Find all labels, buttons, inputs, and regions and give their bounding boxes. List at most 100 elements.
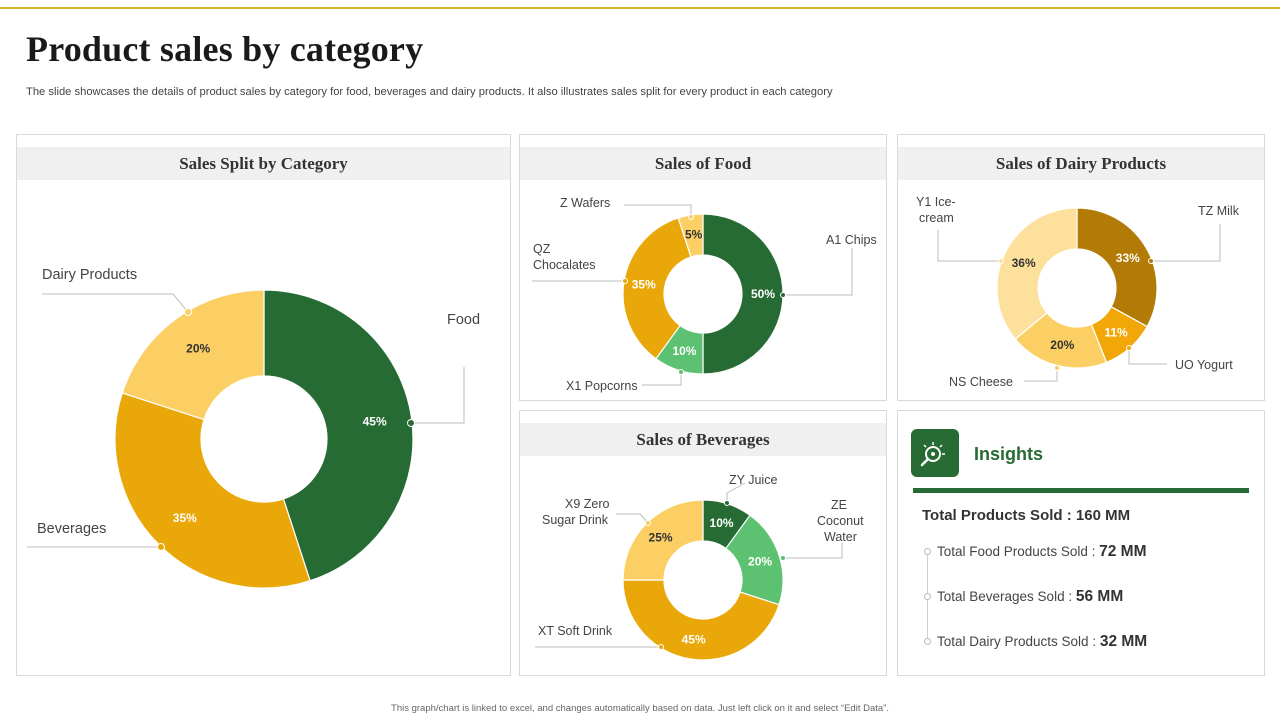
callout-tz-milk: TZ Milk xyxy=(1198,204,1240,218)
callout-ze-coconut-water-line2: Coconut xyxy=(817,514,864,528)
callout-dot-ze-coconut-water xyxy=(780,555,786,561)
callout-a1-chips: A1 Chips xyxy=(826,233,877,247)
footer-note: This graph/chart is linked to excel, and… xyxy=(391,703,889,714)
data-label-dairy-products: 20% xyxy=(186,341,210,355)
data-label-y1-ice-cream: 36% xyxy=(1012,256,1036,270)
insights-total-label: Total Products Sold : xyxy=(922,507,1072,524)
insights-item-label: Total Food Products Sold : xyxy=(937,544,1096,559)
page-subtitle: The slide showcases the details of produ… xyxy=(26,86,833,98)
callout-line-tz-milk xyxy=(1151,224,1221,262)
insights-total: Total Products Sold : 160 MM xyxy=(922,507,1130,524)
page-title: Product sales by category xyxy=(26,29,424,69)
callout-dot-x9-zero-sugar xyxy=(645,520,651,526)
category-panel: Sales Split by Category 45% 35% 20% Food B… xyxy=(16,134,511,676)
callout-line-x9-zero-sugar xyxy=(616,513,649,524)
timeline-dot xyxy=(924,592,931,600)
callout-dot-zy-juice xyxy=(724,500,730,506)
callout-food: Food xyxy=(447,312,480,328)
slice-z-wafers[interactable] xyxy=(677,213,704,258)
callout-qz-chocalates-line1: QZ xyxy=(533,242,551,256)
slice-tz-milk[interactable] xyxy=(1076,207,1158,328)
dairy-chart-title: Sales of Dairy Products xyxy=(898,147,1264,180)
callout-xt-soft-drink: XT Soft Drink xyxy=(538,624,613,638)
callout-qz-chocalates-line2: Chocalates xyxy=(533,258,596,272)
insights-item-value: 72 MM xyxy=(1099,543,1147,560)
slice-beverages[interactable] xyxy=(114,392,311,589)
insights-item-value: 56 MM xyxy=(1075,588,1124,605)
data-label-xt-soft-drink: 45% xyxy=(682,632,706,646)
food-chart-title: Sales of Food xyxy=(520,147,886,180)
insights-item-beverages: Total Beverages Sold : 56 MM xyxy=(924,588,1123,606)
callout-ze-coconut-water-line3: Water xyxy=(824,530,857,544)
slice-a1-chips[interactable] xyxy=(702,213,784,375)
slice-xt-soft-drink[interactable] xyxy=(622,579,780,661)
data-label-food: 45% xyxy=(363,414,387,428)
callout-zy-juice: ZY Juice xyxy=(729,473,777,487)
callout-dot-food xyxy=(407,419,415,427)
callout-dot-y1-icecream xyxy=(998,258,1004,264)
food-panel: Sales of Food 50% 10% 35% 5% A1 Chips X1 Po… xyxy=(519,134,887,401)
insights-title: Insights xyxy=(974,444,1044,464)
callout-line-ns-cheese xyxy=(1024,368,1058,382)
data-label-ns-cheese: 20% xyxy=(1050,338,1074,352)
callout-uo-yogurt: UO Yogurt xyxy=(1175,358,1233,372)
insights-panel: Insights Total Products Sold : 160 MM To… xyxy=(897,410,1265,676)
timeline-dot xyxy=(924,547,931,555)
callout-line-food xyxy=(411,367,465,424)
data-label-beverages: 35% xyxy=(173,511,197,525)
callout-dot-x1-popcorns xyxy=(678,369,684,375)
beverages-donut-chart: 10% 20% 45% 25% ZY Juice ZE Coconut Water X… xyxy=(535,473,864,661)
callout-dot-uo-yogurt xyxy=(1126,345,1132,351)
idea-search-icon xyxy=(911,429,959,477)
data-label-uo-yogurt: 11% xyxy=(1104,325,1128,339)
data-label-ze-coconut-water: 20% xyxy=(748,554,772,568)
top-accent-line xyxy=(0,7,1280,9)
category-donut-chart: 45% 35% 20% Food Beverages Dairy Products xyxy=(27,267,480,589)
slice-dairy-products[interactable] xyxy=(121,289,265,421)
callout-x9-zero-sugar-line2: Sugar Drink xyxy=(542,513,609,527)
callout-line-zy-juice xyxy=(726,482,746,503)
callout-dot-dairy xyxy=(184,308,192,316)
callout-dot-tz-milk xyxy=(1148,258,1154,264)
slice-food[interactable] xyxy=(263,289,414,582)
callout-dot-z-wafers xyxy=(688,214,694,220)
callout-z-wafers: Z Wafers xyxy=(560,196,610,210)
callout-x1-popcorns: X1 Popcorns xyxy=(566,379,638,393)
callout-line-ze-coconut-water xyxy=(783,543,843,559)
dairy-panel: Sales of Dairy Products 33% 11% 20% 36% TZ … xyxy=(897,134,1265,401)
slice-y1-ice-cream[interactable] xyxy=(996,207,1078,340)
data-label-x9-zero-sugar-drink: 25% xyxy=(649,531,673,545)
callout-dairy-products: Dairy Products xyxy=(42,267,137,283)
slice-qz-chocalates[interactable] xyxy=(622,217,692,360)
callout-line-z-wafers xyxy=(624,204,692,217)
callout-dot-beverages xyxy=(157,543,165,551)
slice-x9-zero-sugar-drink[interactable] xyxy=(622,499,704,581)
timeline-dot xyxy=(924,637,931,645)
insights-item-label: Total Beverages Sold : xyxy=(937,589,1073,604)
beverages-panel: Sales of Beverages 10% 20% 45% 25% ZY Juice… xyxy=(519,410,887,676)
callout-line-a1-chips xyxy=(783,248,853,296)
callout-y1-icecream-line1: Y1 Ice- xyxy=(916,195,956,209)
callout-dot-a1-chips xyxy=(780,292,786,298)
data-label-x1-popcorns: 10% xyxy=(672,344,696,358)
callout-line-x1-popcorns xyxy=(642,372,682,386)
beverages-chart-title: Sales of Beverages xyxy=(520,423,886,456)
callout-dot-ns-cheese xyxy=(1054,365,1060,371)
insights-item-label: Total Dairy Products Sold : xyxy=(937,634,1097,649)
callout-line-uo-yogurt xyxy=(1128,348,1167,365)
category-chart-title: Sales Split by Category xyxy=(17,147,510,180)
callout-y1-icecream-line2: cream xyxy=(919,211,954,225)
callout-dot-qz-chocalates xyxy=(622,278,628,284)
insights-item-value: 32 MM xyxy=(1099,633,1148,650)
data-label-zy-juice: 10% xyxy=(710,516,734,530)
dairy-donut-chart: 33% 11% 20% 36% TZ Milk UO Yogurt NS Cheese… xyxy=(916,195,1240,389)
insights-item-food: Total Food Products Sold : 72 MM xyxy=(924,543,1146,561)
data-label-tz-milk: 33% xyxy=(1116,251,1140,265)
insights-total-value: 160 MM xyxy=(1075,507,1131,524)
callout-ns-cheese: NS Cheese xyxy=(949,375,1013,389)
data-label-z-wafers: 5% xyxy=(685,228,703,242)
callout-line-dairy xyxy=(42,293,189,313)
insights-item-dairy: Total Dairy Products Sold : 32 MM xyxy=(924,633,1147,651)
callout-dot-xt-soft-drink xyxy=(658,644,664,650)
food-donut-chart: 50% 10% 35% 5% A1 Chips X1 Popcorns QZ Choc… xyxy=(532,196,877,393)
